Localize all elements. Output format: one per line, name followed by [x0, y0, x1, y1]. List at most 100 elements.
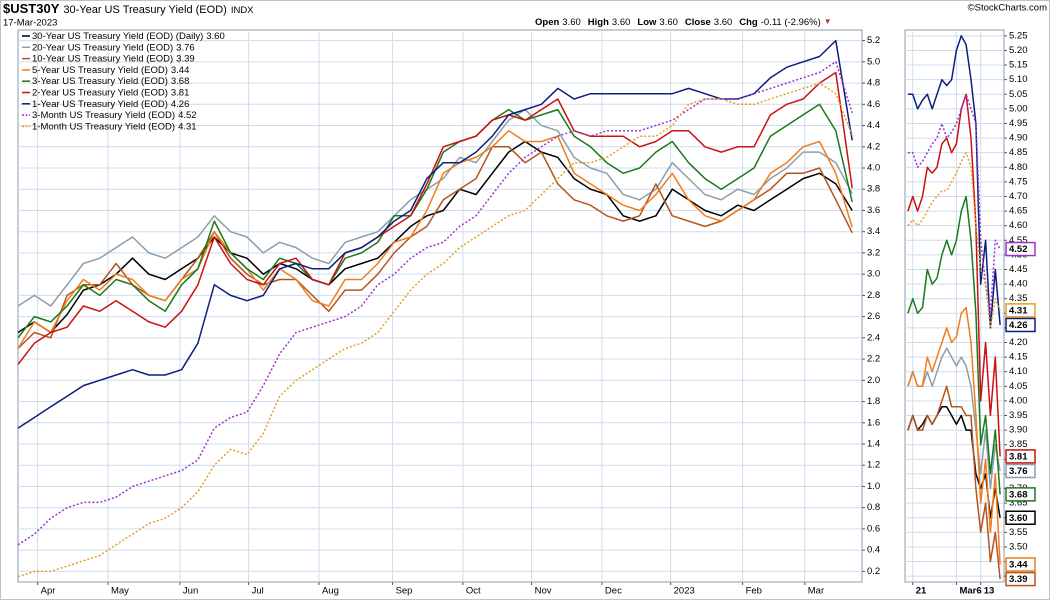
- series-line: [17, 82, 853, 578]
- x-tick-label: Mar6: [959, 586, 981, 597]
- quote-label: Close: [685, 17, 711, 28]
- legend-value: 4.31: [178, 121, 197, 132]
- y-tick-label: 4.70: [1009, 191, 1028, 202]
- series-line: [17, 71, 853, 365]
- legend-entry: 2-Year US Treasury Yield (EOD) 3.81: [32, 87, 189, 98]
- x-tick-label: Nov: [535, 586, 552, 597]
- y-tick-label: 1.4: [867, 439, 880, 450]
- y-tick-label: 4.4: [867, 120, 880, 131]
- y-tick-label: 4.60: [1009, 220, 1028, 231]
- last-value-box: [1005, 487, 1036, 502]
- y-tick-label: 4.00: [1009, 395, 1028, 406]
- legend-name: 20-Year US Treasury Yield (EOD): [32, 42, 173, 53]
- last-value-label: 4.31: [1009, 305, 1028, 316]
- y-tick-label: 2.8: [867, 290, 880, 301]
- series-line: [907, 35, 1001, 329]
- quote-label: Chg: [739, 17, 758, 28]
- legend-name: 3-Year US Treasury Yield (EOD): [32, 76, 168, 87]
- y-tick-label: 4.10: [1009, 366, 1028, 377]
- y-tick-label: 4.15: [1009, 352, 1028, 363]
- y-tick-label: 4.65: [1009, 206, 1028, 217]
- legend-value: 3.39: [176, 53, 195, 64]
- quote-label: Low: [637, 17, 657, 28]
- y-tick-label: 0.2: [867, 566, 880, 577]
- legend-entry: 20-Year US Treasury Yield (EOD) 3.76: [32, 42, 195, 53]
- x-tick-label: 2023: [674, 586, 695, 597]
- x-tick-label: Jun: [183, 586, 198, 597]
- legend-entry: 30-Year US Treasury Yield (EOD) (Daily) 3…: [32, 31, 225, 42]
- legend-entry: 3-Month US Treasury Yield (EOD) 4.52: [32, 110, 197, 121]
- x-tick-label: Sep: [396, 586, 413, 597]
- description: 30-Year US Treasury Yield (EOD): [63, 4, 226, 16]
- legend-value: 3.76: [176, 42, 195, 53]
- y-tick-label: 1.0: [867, 481, 880, 492]
- last-value-label: 3.81: [1009, 451, 1028, 462]
- last-value-box: [1005, 449, 1036, 464]
- series-line: [907, 93, 1001, 457]
- y-tick-label: 2.0: [867, 375, 880, 386]
- legend-entry: 5-Year US Treasury Yield (EOD) 3.44: [32, 64, 189, 75]
- legend-value: 3.44: [171, 64, 190, 75]
- legend-name: 5-Year US Treasury Yield (EOD): [32, 64, 168, 75]
- change-arrow: ▼: [824, 17, 832, 26]
- y-tick-label: 5.15: [1009, 60, 1028, 71]
- legend-name: 10-Year US Treasury Yield (EOD): [32, 53, 173, 64]
- x-tick-label: Dec: [605, 586, 622, 597]
- legend-entry: 1-Year US Treasury Yield (EOD) 4.26: [32, 98, 189, 109]
- last-value-label: 3.68: [1009, 489, 1028, 500]
- legend-name: 30-Year US Treasury Yield (EOD) (Daily): [32, 31, 203, 42]
- y-tick-label: 3.4: [867, 226, 880, 237]
- y-tick-label: 3.50: [1009, 541, 1028, 552]
- y-tick-label: 4.6: [867, 99, 880, 110]
- y-tick-label: 1.6: [867, 417, 880, 428]
- y-tick-label: 3.55: [1009, 527, 1028, 538]
- series-line: [907, 151, 1001, 329]
- x-tick-label: Oct: [466, 586, 481, 597]
- last-value-box: [1005, 510, 1036, 525]
- y-tick-label: 0.4: [867, 545, 880, 556]
- y-tick-label: 3.6: [867, 205, 880, 216]
- series-line: [17, 39, 853, 429]
- last-value-label: 4.26: [1009, 320, 1028, 331]
- last-value-label: 3.39: [1009, 574, 1028, 585]
- y-tick-label: 3.85: [1009, 439, 1028, 450]
- y-tick-label: 4.80: [1009, 162, 1028, 173]
- last-value-label: 3.44: [1009, 559, 1028, 570]
- y-tick-label: 4.40: [1009, 279, 1028, 290]
- last-value-label: 4.52: [1009, 244, 1028, 255]
- plot-area: [17, 29, 863, 583]
- last-value-box: [1005, 571, 1036, 587]
- y-tick-label: 3.0: [867, 269, 880, 280]
- plots: 0.2 0.4 0.6 0.8 1.0 1.2 1.4 1.6 1.8 2.0 2.2 2.4 2.6 2…: [17, 29, 1036, 597]
- legend-name: 1-Year US Treasury Yield (EOD): [32, 98, 168, 109]
- y-tick-label: 5.25: [1009, 30, 1028, 41]
- chart-header: $UST30Y 30-Year US Treasury Yield (EOD) IN…: [3, 1, 254, 16]
- legend-value: 4.26: [171, 98, 190, 109]
- y-tick-label: 1.2: [867, 460, 880, 471]
- brand: ©StockCharts.com: [968, 3, 1047, 14]
- series-line: [907, 306, 1001, 565]
- series-line: [907, 385, 1001, 580]
- quote-label: Open: [535, 17, 559, 28]
- y-tick-label: 3.65: [1009, 498, 1028, 509]
- last-value-label: 3.60: [1009, 513, 1028, 524]
- y-tick-label: 3.8: [867, 184, 880, 195]
- series-line: [17, 108, 853, 307]
- symbol: $UST30Y: [3, 1, 60, 16]
- y-tick-label: 2.6: [867, 311, 880, 322]
- legend-value: 3.68: [171, 76, 190, 87]
- quote-value: 3.60: [659, 17, 678, 28]
- quote-value: 3.60: [714, 17, 733, 28]
- y-tick-label: 4.85: [1009, 147, 1028, 158]
- y-tick-label: 4.05: [1009, 381, 1028, 392]
- y-tick-label: 2.2: [867, 354, 880, 365]
- last-value-box: [1005, 557, 1036, 572]
- series-line: [907, 93, 1001, 315]
- x-tick-label: May: [111, 586, 129, 597]
- series-line: [17, 130, 853, 349]
- y-tick-label: 5.20: [1009, 45, 1028, 56]
- quote-value: 3.60: [612, 17, 631, 28]
- quote-value: -0.11 (-2.96%): [761, 17, 821, 28]
- x-tick-label: Mar: [808, 586, 824, 597]
